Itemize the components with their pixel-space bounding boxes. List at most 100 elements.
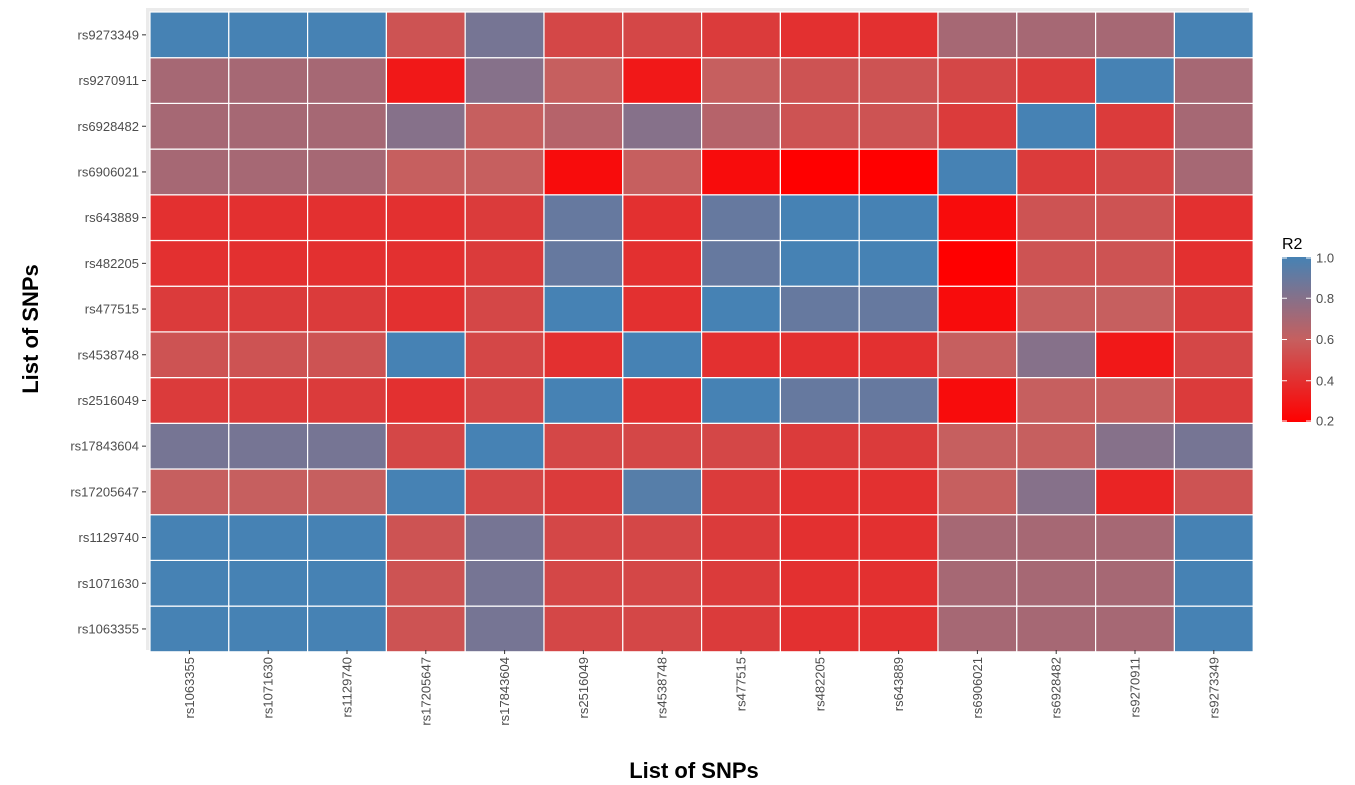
- heatmap-cell: [1016, 605, 1097, 653]
- heatmap-cell: [464, 194, 545, 242]
- x-tick-label: rs17843604: [497, 657, 512, 726]
- x-tick-label: rs9270911: [1128, 657, 1143, 717]
- legend-tick-label: 0.6: [1316, 332, 1334, 347]
- heatmap-cell: [937, 11, 1018, 59]
- heatmap-cell: [937, 331, 1018, 379]
- heatmap-cell: [700, 514, 781, 562]
- heatmap-cell: [858, 559, 939, 607]
- heatmap-cell: [622, 377, 703, 424]
- heatmap-cell: [1094, 331, 1175, 379]
- heatmap-cell: [1173, 148, 1254, 196]
- heatmap-cell: [385, 331, 466, 379]
- heatmap-cell: [937, 605, 1018, 653]
- heatmap-cell: [779, 377, 860, 424]
- heatmap-cell: [700, 422, 781, 470]
- y-tick-label: rs1063355: [78, 621, 139, 636]
- heatmap-cell: [149, 468, 230, 516]
- heatmap-cell: [307, 559, 388, 607]
- heatmap-cell: [779, 605, 860, 653]
- heatmap-cell: [1094, 285, 1175, 333]
- heatmap-cell: [1173, 239, 1254, 287]
- heatmap-cell: [307, 468, 388, 516]
- heatmap-cell: [700, 377, 781, 424]
- heatmap-cell: [622, 148, 703, 196]
- heatmap-cell: [622, 102, 703, 150]
- heatmap-cell: [1094, 605, 1175, 653]
- heatmap-cell: [1016, 148, 1097, 196]
- heatmap-cell: [385, 194, 466, 242]
- heatmap-cell: [700, 102, 781, 150]
- heatmap-cell: [543, 148, 624, 196]
- heatmap-cell: [937, 194, 1018, 242]
- heatmap-cell: [700, 11, 781, 59]
- heatmap-cell: [385, 559, 466, 607]
- heatmap-cell: [858, 239, 939, 287]
- heatmap-cell: [622, 331, 703, 379]
- heatmap-cell: [228, 285, 309, 333]
- heatmap-cell: [543, 57, 624, 105]
- heatmap-cell: [1016, 468, 1097, 516]
- x-axis-ticks: rs1063355 rs1071630 rs1129740 rs17205647 rs1…: [182, 650, 1221, 726]
- y-tick-label: rs17843604: [70, 439, 139, 454]
- heatmap-cell: [149, 57, 230, 105]
- heatmap-cell: [385, 148, 466, 196]
- heatmap-cell: [700, 605, 781, 653]
- heatmap-cell: [228, 559, 309, 607]
- heatmap-cell: [385, 11, 466, 59]
- heatmap-cell: [622, 239, 703, 287]
- y-tick-label: rs17205647: [70, 484, 139, 499]
- heatmap-cell: [228, 57, 309, 105]
- heatmap-cell: [937, 239, 1018, 287]
- heatmap-cell: [858, 468, 939, 516]
- heatmap-cell: [228, 194, 309, 242]
- heatmap-cell: [385, 422, 466, 470]
- x-tick-label: rs1071630: [261, 657, 276, 718]
- heatmap-cell: [307, 57, 388, 105]
- heatmap-cell: [1173, 468, 1254, 516]
- heatmap-cell: [937, 514, 1018, 562]
- heatmap-cell: [543, 11, 624, 59]
- heatmap-cell: [307, 11, 388, 59]
- heatmap-cell: [1173, 605, 1254, 653]
- heatmap-cell: [1173, 377, 1254, 424]
- heatmap-cell: [228, 377, 309, 424]
- heatmap-cell: [937, 148, 1018, 196]
- heatmap-cell: [1016, 331, 1097, 379]
- heatmap-cell: [543, 285, 624, 333]
- heatmap-cell: [307, 148, 388, 196]
- heatmap-cell: [307, 102, 388, 150]
- heatmap-cell: [228, 331, 309, 379]
- heatmap-cell: [937, 57, 1018, 105]
- heatmap-cell: [779, 422, 860, 470]
- heatmap-cell: [228, 102, 309, 150]
- heatmap-cell: [779, 331, 860, 379]
- heatmap-cell: [149, 605, 230, 653]
- heatmap-cell: [1016, 285, 1097, 333]
- heatmap-cell: [1016, 559, 1097, 607]
- heatmap-cell: [858, 514, 939, 562]
- heatmap-cell: [464, 468, 545, 516]
- heatmap-cell: [858, 194, 939, 242]
- y-tick-label: rs643889: [85, 210, 139, 225]
- x-tick-label: rs4538748: [655, 657, 670, 718]
- heatmap-cell: [700, 331, 781, 379]
- heatmap-cell: [779, 559, 860, 607]
- heatmap-cell: [1094, 102, 1175, 150]
- heatmap-cell: [858, 57, 939, 105]
- heatmap-cell: [1173, 422, 1254, 470]
- legend-tick-label: 0.2: [1316, 414, 1334, 429]
- x-tick-label: rs2516049: [576, 657, 591, 718]
- heatmap-cell: [307, 422, 388, 470]
- heatmap-cell: [543, 559, 624, 607]
- heatmap-cell: [937, 285, 1018, 333]
- heatmap-cell: [1016, 11, 1097, 59]
- y-tick-label: rs2516049: [78, 393, 139, 408]
- legend-tick-label: 0.4: [1316, 373, 1334, 388]
- heatmap-cell: [464, 331, 545, 379]
- heatmap-cell: [700, 468, 781, 516]
- heatmap-cell: [858, 331, 939, 379]
- heatmap-cell: [779, 194, 860, 242]
- heatmap-cell: [1016, 422, 1097, 470]
- heatmap-cell: [385, 605, 466, 653]
- heatmap-cell: [543, 468, 624, 516]
